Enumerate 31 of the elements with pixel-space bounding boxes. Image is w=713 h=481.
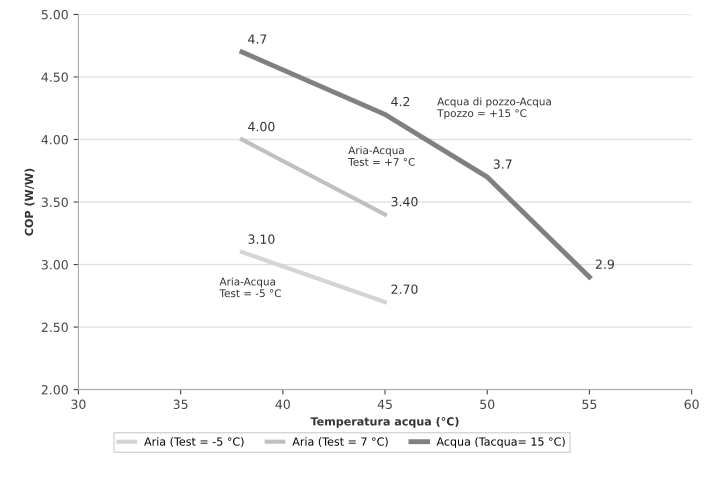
- x-tick-label: 30: [71, 400, 86, 410]
- data-label: 3.7: [494, 159, 512, 169]
- annotation: Acqua di pozzo-Acqua Tpozzo = +15 °C: [437, 97, 551, 120]
- legend-label: Acqua (Tacqua= 15 °C): [436, 437, 565, 448]
- x-tick-label: 50: [480, 400, 494, 410]
- data-label: 2.70: [391, 284, 418, 294]
- y-tick-label: 5.00: [42, 10, 68, 20]
- legend-label: Aria (Test = -5 °C): [144, 437, 244, 448]
- x-tick-label: 35: [174, 400, 188, 410]
- data-label: 3.10: [248, 234, 274, 244]
- x-tick-label: 40: [275, 400, 290, 410]
- legend-label: Aria (Test = 7 °C): [292, 437, 388, 448]
- y-tick-label: 4.00: [41, 134, 68, 144]
- annotation: Aria-Acqua Test = -5 °C: [219, 277, 281, 298]
- x-axis-title: Temperatura acqua (°C): [310, 417, 459, 428]
- x-tick-label: 45: [378, 400, 392, 410]
- data-label: 2.9: [596, 259, 614, 269]
- x-tick-label: 60: [684, 400, 699, 410]
- data-label: 3.40: [392, 196, 418, 206]
- y-tick-label: 2.00: [42, 385, 68, 395]
- y-tick-label: 4.50: [41, 72, 68, 82]
- y-axis-title: COP (W/W): [24, 168, 34, 236]
- data-label: 4.00: [248, 122, 274, 132]
- data-label: 4.7: [248, 34, 266, 44]
- x-tick-label: 55: [582, 400, 596, 410]
- y-tick-label: 3.00: [42, 260, 68, 270]
- line-series: [240, 50, 592, 280]
- y-tick-label: 3.50: [42, 197, 68, 207]
- data-label: 4.2: [391, 96, 410, 106]
- annotation: Aria-Acqua Test = +7 °C: [348, 146, 415, 166]
- y-tick-label: 2.50: [42, 322, 68, 332]
